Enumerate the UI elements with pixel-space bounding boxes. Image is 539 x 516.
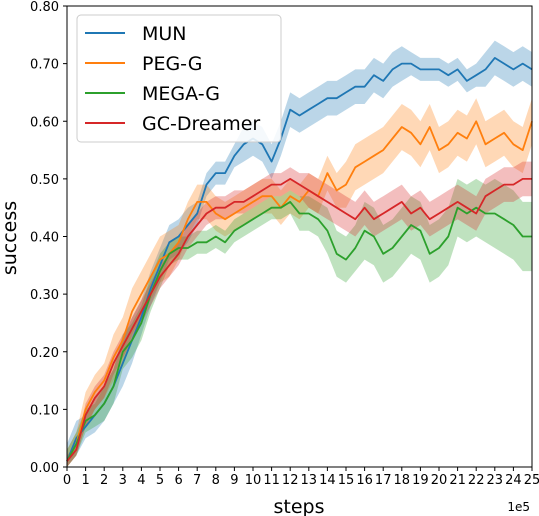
legend-label: GC-Dreamer — [142, 113, 260, 135]
x-tick-label: 16 — [356, 473, 373, 488]
x-tick-label: 25 — [524, 473, 539, 488]
x-tick-label: 8 — [212, 473, 220, 488]
x-tick-label: 23 — [487, 473, 504, 488]
x-tick-label: 7 — [193, 473, 201, 488]
x-tick-label: 5 — [156, 473, 164, 488]
x-tick-label: 3 — [119, 473, 127, 488]
x-tick-label: 10 — [245, 473, 262, 488]
series-line-mega-g — [66, 200, 532, 462]
legend-label: MEGA-G — [142, 83, 220, 105]
x-tick-label: 18 — [394, 473, 411, 488]
band-mega-g — [67, 178, 532, 467]
y-tick-label: 0.60 — [30, 115, 59, 130]
y-tick-label: 0.30 — [30, 288, 59, 303]
x-axis-ticks: 0 1 2 3 4 5 6 7 8 9 10 11 12 13 14 15 16 17 18 19 20 21 22 23 24… — [63, 467, 539, 488]
y-axis-label: success — [0, 201, 21, 275]
y-tick-label: 0.50 — [30, 173, 59, 188]
x-tick-label: 13 — [301, 473, 318, 488]
series-line-gc-dreamer — [66, 177, 532, 462]
legend-label: MUN — [142, 23, 187, 45]
y-tick-label: 0.70 — [30, 58, 59, 73]
series-line-peg-g — [66, 120, 533, 462]
series-line-mun — [66, 57, 533, 462]
x-tick-label: 24 — [505, 473, 522, 488]
x-axis-label: steps — [274, 496, 325, 516]
x-tick-label: 1 — [81, 473, 89, 488]
x-tick-label: 22 — [468, 473, 485, 488]
confidence-bands — [67, 40, 532, 467]
x-tick-label: 9 — [230, 473, 238, 488]
legend-box — [76, 14, 282, 143]
y-tick-label: 0.00 — [30, 461, 59, 476]
x-tick-label: 17 — [375, 473, 392, 488]
band-gc-dreamer — [67, 161, 532, 467]
y-tick-label: 0.80 — [30, 0, 59, 15]
x-tick-label: 6 — [174, 473, 182, 488]
y-tick-label: 0.20 — [30, 346, 59, 361]
band-mun — [67, 40, 532, 467]
y-tick-label: 0.40 — [30, 231, 59, 246]
x-tick-label: 20 — [431, 473, 448, 488]
x-tick-label: 11 — [263, 473, 280, 488]
x-offset-label: 1e5 — [507, 500, 530, 514]
y-tick-label: 0.10 — [30, 403, 59, 418]
x-tick-label: 14 — [319, 473, 336, 488]
y-axis-ticks: 0.00 0.10 0.20 0.30 0.40 0.50 0.60 0.70 0.80 — [30, 0, 67, 476]
legend: MUN PEG-G MEGA-G GC-Dreamer — [76, 14, 282, 143]
x-tick-label: 12 — [282, 473, 299, 488]
x-tick-label: 21 — [449, 473, 466, 488]
x-tick-label: 2 — [100, 473, 108, 488]
x-tick-label: 0 — [63, 473, 71, 488]
series-lines — [66, 57, 533, 462]
legend-label: PEG-G — [142, 53, 202, 75]
x-tick-label: 4 — [137, 473, 145, 488]
x-tick-label: 19 — [412, 473, 429, 488]
band-peg-g — [67, 98, 532, 467]
x-tick-label: 15 — [338, 473, 355, 488]
